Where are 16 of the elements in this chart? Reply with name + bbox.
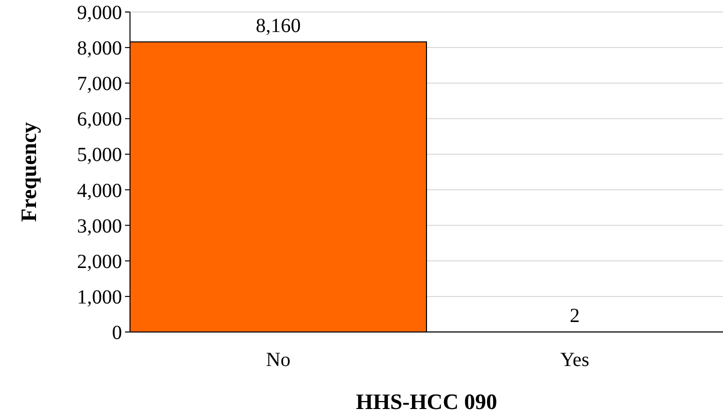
y-tick-label: 8,000 <box>77 38 122 60</box>
y-tick-label: 6,000 <box>77 108 122 131</box>
y-tick-label: 9,000 <box>77 2 122 24</box>
y-axis-title: Frequency <box>16 122 41 222</box>
x-tick-label: No <box>266 349 290 371</box>
y-tick-label: 2,000 <box>77 250 122 273</box>
y-tick-label: 1,000 <box>77 286 122 308</box>
y-tick-label: 5,000 <box>77 144 122 166</box>
x-axis-title: HHS-HCC 090 <box>356 389 498 414</box>
data-label: 2 <box>570 304 580 327</box>
y-tick-label: 3,000 <box>77 215 122 238</box>
y-tick-label: 0 <box>112 322 122 344</box>
y-tick-label: 4,000 <box>77 180 122 202</box>
data-label: 8,160 <box>256 14 301 37</box>
x-tick-label: Yes <box>560 349 590 371</box>
y-tick-label: 7,000 <box>77 73 122 96</box>
